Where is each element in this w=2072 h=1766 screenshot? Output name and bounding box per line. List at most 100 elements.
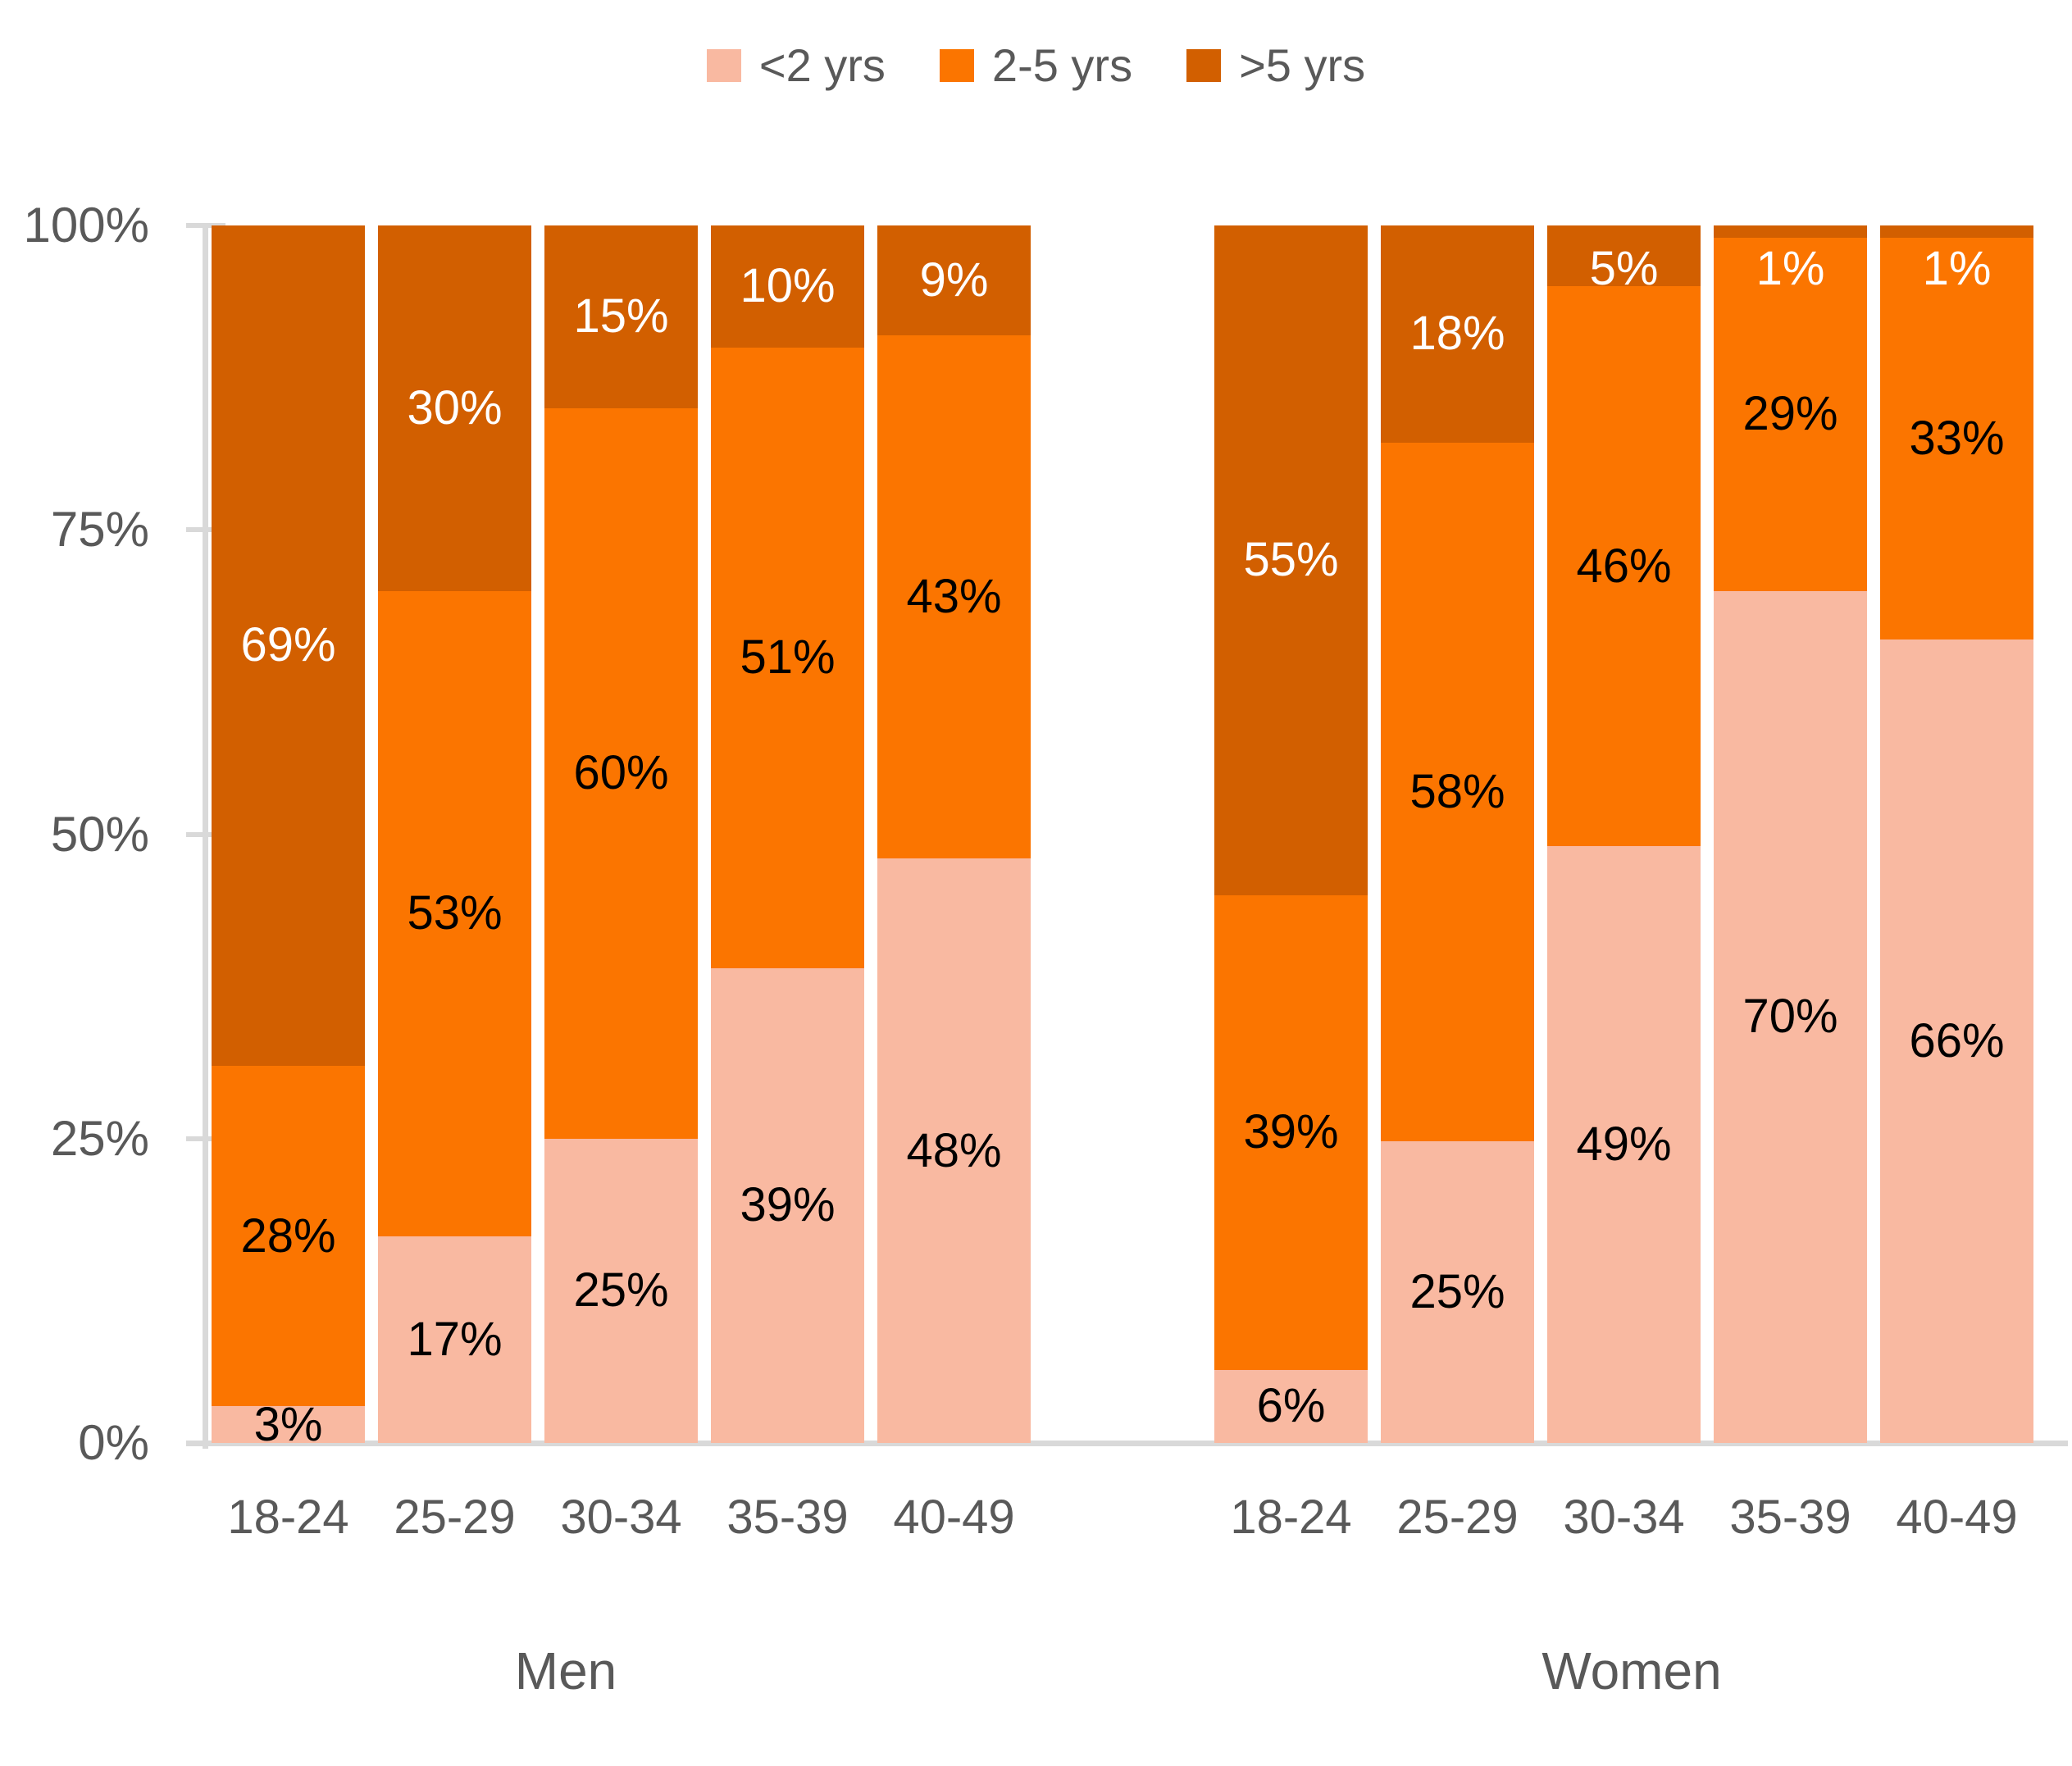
y-axis-tick [186,1441,225,1445]
bar-segment-5yrs [1214,225,1368,895]
bar-value-label: 25% [573,1263,669,1318]
bar-men-18-24: 3% 28% 69% [212,225,365,1448]
bar-value-label: 28% [240,1208,336,1263]
bar-value-label: 25% [1409,1265,1505,1319]
bar-value-label: 39% [740,1178,836,1232]
bar-segment-25yrs [1714,237,1867,591]
bar-value-label: 18% [1409,307,1505,361]
bar-segment-25yrs [1880,237,2033,639]
legend-swatch-icon [706,49,741,82]
bar-segment-25yrs [544,407,698,1139]
bar-value-label: 33% [1909,411,2005,465]
x-axis-line [186,1441,2068,1446]
y-axis-tick [186,831,225,837]
bar-men-35-39: 39% 51% 10% [711,225,864,1443]
bar-segment-5yrs [1714,225,1867,238]
legend-item-1: <2 yrs [706,39,886,91]
x-axis-label-men-30-34: 30-34 [560,1491,682,1544]
y-axis-tick [186,223,225,228]
x-axis-label-women-30-34: 30-34 [1563,1491,1685,1544]
y-axis-label: 100% [23,198,149,253]
legend-swatch-icon [1186,49,1222,82]
bar-men-25-29: 17% 53% 30% [378,225,531,1443]
y-axis-tick [186,527,225,533]
bar-segment-2yrs [1381,1141,1534,1443]
bar-segment-25yrs [1547,286,1701,847]
bar-women-30-34: 49% 46% 5% [1547,225,1701,1443]
legend-item-3: >5 yrs [1186,43,1365,89]
x-axis-label-women-35-39: 35-39 [1729,1491,1851,1544]
bar-segment-5yrs [711,225,864,348]
bar-segment-5yrs [1381,225,1534,443]
bar-segment-2yrs [1880,639,2033,1443]
x-axis-label-men-18-24: 18-24 [227,1491,349,1544]
x-axis-label-men-40-49: 40-49 [893,1491,1015,1544]
x-axis-label-women-40-49: 40-49 [1896,1491,2018,1544]
bar-value-label: 17% [407,1312,503,1366]
bar-value-label: 51% [740,630,836,685]
bar-value-label: 48% [906,1123,1002,1177]
bar-value-label: 29% [1742,387,1838,441]
bar-segment-5yrs [212,225,365,1066]
bar-value-label: 53% [407,886,503,940]
y-axis-label: 50% [50,806,149,862]
bar-value-label: 58% [1409,765,1505,819]
bar-segment-2yrs [212,1406,365,1443]
bar-segment-5yrs [544,225,698,408]
bar-segment-25yrs [1214,894,1368,1370]
bar-value-label: 1% [1756,242,1825,296]
bar-segment-25yrs [212,1065,365,1407]
bar-segment-5yrs [1880,225,2033,238]
bar-segment-2yrs [544,1138,698,1443]
legend-swatch-icon [939,49,974,82]
plot-area: 3% 28% 69% 17% 53% 30% 25% 60% 15% 39% 51% 10% 48% 43… [186,223,2072,1449]
bar-segment-25yrs [1381,442,1534,1142]
bar-segment-2yrs [1714,590,1867,1443]
bar-segment-5yrs [877,225,1031,335]
bar-men-30-34: 25% 60% 15% [544,225,698,1443]
bar-value-label: 30% [407,380,503,435]
bar-value-label: 39% [1243,1105,1339,1159]
bar-women-35-39: 70% 29% 1% [1714,225,1867,1443]
bar-value-label: 5% [1589,242,1659,296]
bar-women-25-29: 25% 58% 18% [1381,225,1534,1443]
bar-value-label: 15% [573,289,669,344]
legend-label: >5 yrs [1239,39,1366,91]
bar-value-label: 1% [1922,242,1992,296]
y-axis-label: 0% [78,1415,149,1470]
bar-value-label: 43% [906,569,1002,623]
y-axis-label: 75% [50,502,149,558]
bar-value-label: 9% [919,253,989,307]
bar-segment-2yrs [378,1236,531,1443]
bar-value-label: 49% [1576,1117,1672,1172]
group-title-men: Men [514,1641,617,1700]
y-axis-tick [186,1136,225,1141]
legend-label: <2 yrs [758,39,886,91]
legend: <2 yrs 2-5 yrs >5 yrs [0,43,2072,89]
legend-item-2: 2-5 yrs [939,39,1133,91]
bar-value-label: 3% [253,1397,323,1451]
bar-value-label: 10% [740,259,836,313]
bar-segment-25yrs [378,590,531,1236]
bar-segment-5yrs [378,225,531,591]
y-axis-label: 25% [50,1110,149,1166]
bar-segment-2yrs [877,858,1031,1443]
bar-value-label: 60% [573,746,669,800]
bar-segment-2yrs [1214,1369,1368,1443]
bar-segment-25yrs [711,347,864,968]
bar-segment-2yrs [1547,846,1701,1443]
bar-women-40-49: 66% 33% 1% [1880,225,2033,1443]
group-title-women: Women [1541,1641,1722,1700]
bar-women-18-24: 6% 39% 55% [1214,225,1368,1443]
legend-label: 2-5 yrs [991,39,1133,91]
bar-value-label: 55% [1243,533,1339,587]
bar-segment-5yrs [1547,225,1701,287]
bar-value-label: 70% [1742,990,1838,1044]
bar-men-40-49: 48% 43% 9% [877,225,1031,1443]
y-axis-line [203,225,208,1449]
x-axis-label-women-25-29: 25-29 [1396,1491,1519,1544]
bar-value-label: 46% [1576,539,1672,593]
bar-segment-25yrs [877,335,1031,859]
x-axis-label-women-18-24: 18-24 [1230,1491,1352,1544]
